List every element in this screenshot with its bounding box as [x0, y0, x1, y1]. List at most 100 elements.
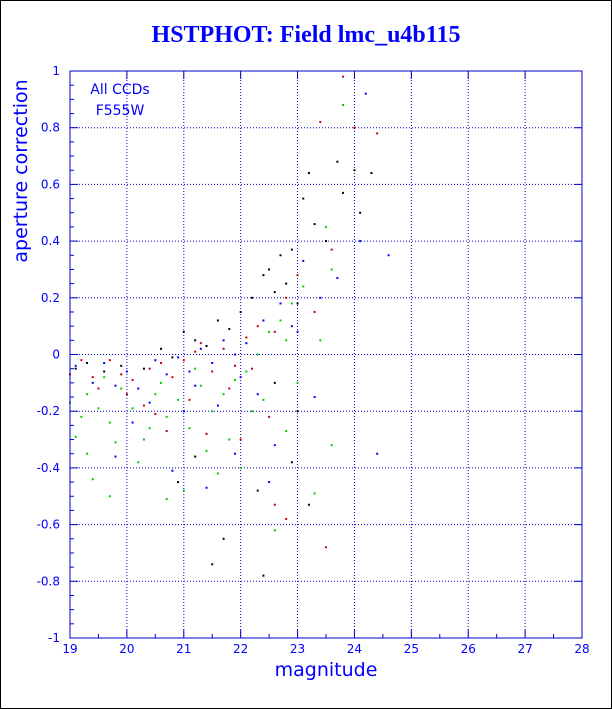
data-point: [239, 376, 242, 379]
data-point: [245, 342, 248, 345]
data-point: [376, 132, 379, 135]
data-point: [279, 319, 282, 322]
y-tick-label: -0.6: [37, 518, 60, 532]
data-point: [137, 461, 140, 464]
data-point: [364, 92, 367, 95]
data-point: [313, 492, 316, 495]
data-point: [194, 339, 197, 342]
data-point: [160, 362, 163, 365]
data-point: [285, 296, 288, 299]
x-tick-label: 20: [119, 642, 134, 656]
y-axis-ticks: -1 -0.8 -0.6 -0.4 -0.2 0 0.2 0.4 0.6 0.8 1: [37, 64, 582, 645]
data-point: [182, 489, 185, 492]
data-point: [142, 367, 145, 370]
data-point: [222, 537, 225, 540]
data-point: [285, 339, 288, 342]
data-point: [131, 421, 134, 424]
data-point: [216, 319, 219, 322]
data-point: [97, 407, 100, 410]
data-point: [165, 430, 168, 433]
data-point: [165, 498, 168, 501]
data-point: [182, 410, 185, 413]
data-point: [325, 240, 327, 243]
data-point: [285, 517, 288, 520]
grid: [70, 71, 582, 638]
data-point: [171, 376, 174, 379]
data-point: [188, 370, 191, 373]
data-point: [165, 415, 168, 418]
data-point: [285, 430, 288, 433]
data-point: [262, 274, 265, 277]
y-axis-label: aperture correction: [10, 79, 32, 262]
data-point: [233, 353, 236, 356]
data-point: [256, 489, 259, 492]
data-point: [233, 364, 236, 367]
data-point: [211, 563, 214, 566]
x-axis-label: magnitude: [275, 659, 378, 681]
data-point: [251, 296, 254, 299]
data-point: [80, 415, 83, 418]
data-point: [86, 393, 89, 396]
data-point: [114, 384, 117, 387]
data-point: [165, 373, 168, 376]
data-point: [302, 197, 305, 200]
data-point: [74, 364, 77, 367]
data-point: [296, 410, 299, 413]
data-point: [205, 449, 208, 452]
data-point: [256, 325, 259, 328]
data-point: [359, 240, 362, 243]
data-point: [233, 379, 236, 382]
data-point: [245, 370, 248, 373]
y-tick-label: 0.8: [41, 121, 60, 135]
data-point: [273, 291, 276, 294]
data-point: [370, 172, 373, 175]
data-point: [154, 359, 157, 362]
data-point: [268, 415, 271, 418]
data-point: [342, 75, 345, 78]
data-point: [120, 364, 123, 367]
data-point: [199, 347, 202, 350]
data-point: [148, 367, 151, 370]
data-point: [279, 302, 282, 305]
data-point: [177, 356, 180, 359]
x-tick-label: 22: [233, 642, 248, 656]
data-point: [114, 441, 117, 444]
data-point: [251, 410, 254, 413]
data-point: [188, 398, 191, 401]
data-point: [74, 435, 77, 438]
data-point: [245, 336, 248, 339]
data-point: [154, 413, 157, 416]
annotation-filter: F555W: [96, 103, 145, 119]
data-point: [205, 432, 208, 435]
data-point: [273, 444, 276, 447]
data-point: [233, 452, 236, 455]
data-point: [194, 367, 197, 370]
data-point: [319, 296, 322, 299]
data-point: [353, 169, 356, 172]
data-point: [279, 254, 282, 257]
x-tick-label: 27: [517, 642, 532, 656]
data-point: [108, 359, 111, 362]
data-point: [262, 319, 265, 322]
data-points: [69, 75, 390, 577]
y-tick-label: 1: [52, 64, 60, 78]
data-point: [125, 393, 128, 396]
data-point: [97, 387, 100, 390]
data-point: [199, 384, 202, 387]
data-point: [120, 373, 123, 376]
data-point: [313, 223, 316, 226]
data-point: [262, 574, 265, 577]
data-point: [222, 393, 225, 396]
data-point: [336, 160, 339, 163]
data-point: [325, 546, 327, 549]
data-point: [194, 384, 197, 387]
data-point: [313, 396, 316, 399]
data-point: [262, 398, 265, 401]
data-point: [131, 407, 134, 410]
data-point: [86, 362, 89, 365]
data-point: [268, 268, 271, 271]
data-point: [319, 121, 322, 124]
data-point: [131, 379, 134, 382]
data-point: [307, 172, 310, 175]
